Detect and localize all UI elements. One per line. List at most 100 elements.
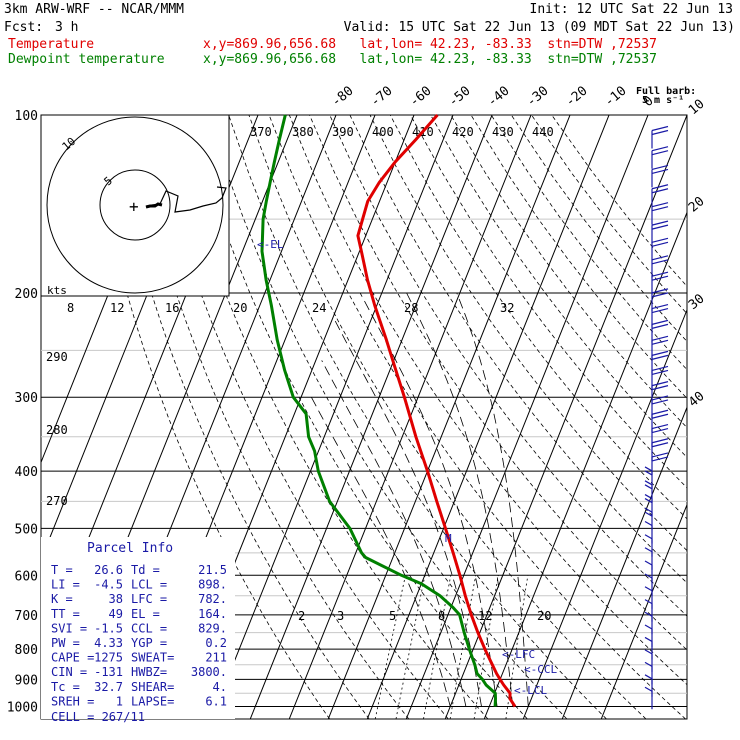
dry-adiabat-470 (531, 115, 687, 315)
parcel-info-cell: 49 (109, 607, 123, 621)
dry-adiabat-280 (147, 115, 449, 719)
parcel-info-title: Parcel Info (87, 541, 173, 556)
parcel-info-cell: SHEAR= (131, 680, 174, 694)
theta-e-label: 280 (46, 423, 68, 437)
pressure-label-1000: 1000 (7, 701, 38, 716)
theta-label: 380 (292, 125, 314, 139)
isotherm--20 (327, 115, 571, 719)
wind-barb (651, 255, 669, 278)
wind-barb (651, 288, 669, 311)
dry-adiabat-310 (208, 115, 568, 719)
wind-barb (644, 599, 653, 622)
wind-barb (651, 164, 669, 188)
lcl-marker: <-LCL (514, 684, 547, 697)
wind-barb (651, 125, 669, 149)
theta-label: 420 (452, 125, 474, 139)
wind-barb (644, 611, 653, 635)
dewpoint-legend: Dewpoint temperature (8, 52, 165, 67)
parcel-info-cell: CIN = (51, 665, 87, 679)
parcel-info-cell: 211 (205, 651, 227, 665)
moist-adiabat-18 (333, 317, 482, 707)
pressure-label-100: 100 (15, 109, 38, 124)
mixing-ratio-5 (423, 575, 452, 719)
mixing-low-label: 20 (537, 609, 551, 623)
parcel-info-cell: 4. (213, 680, 227, 694)
mixing-top-label: 20 (233, 301, 247, 315)
parcel-info-cell: SREH = (51, 694, 94, 708)
m-marker: M (445, 532, 452, 545)
isotherm--10 (366, 115, 610, 719)
wind-barb (644, 560, 653, 583)
wind-barb (644, 636, 653, 660)
parcel-cell: CELL = 267/11 (51, 710, 145, 724)
temperature-meta: x,y=869.96,656.68 lat,lon= 42.23, -83.33… (203, 37, 657, 52)
kts-label: kts (47, 284, 67, 297)
temperature-tick-label: -20 (563, 83, 591, 110)
moist-adiabat-10 (311, 397, 451, 707)
pressure-label-400: 400 (15, 465, 38, 480)
temperature-tick-label: -70 (368, 83, 396, 110)
parcel-info-cell: K = (51, 592, 73, 606)
pressure-label-300: 300 (15, 391, 38, 406)
parcel-info-cell: 0.2 (205, 636, 227, 650)
temperature-profile (356, 114, 517, 708)
wind-barb (644, 507, 653, 531)
wind-barb (644, 534, 653, 557)
init-time: Init: 12 UTC Sat 22 Jun 13 (530, 2, 734, 17)
parcel-info-cell: 829. (198, 621, 227, 635)
theta-label: 370 (250, 125, 272, 139)
mixing-top-label: 28 (404, 301, 418, 315)
theta-e-label: 270 (46, 494, 68, 508)
mixing-ratio-3 (395, 575, 426, 719)
parcel-info-cell: 32.7 (94, 680, 123, 694)
wind-barb (651, 271, 669, 295)
dry-adiabat-250 (87, 115, 331, 719)
moist-adiabat-14 (321, 360, 467, 707)
parcel-info-cell: 164. (198, 607, 227, 621)
parcel-info-cell: 898. (198, 578, 227, 592)
el-marker: <-EL (257, 238, 284, 251)
pressure-label-900: 900 (15, 673, 38, 688)
parcel-info-cell: SVI = (51, 621, 87, 635)
mixing-top-label: 8 (67, 301, 74, 315)
dry-adiabat-350 (288, 115, 687, 686)
theta-label: 430 (492, 125, 514, 139)
mixing-top-label: 12 (110, 301, 124, 315)
hodograph-trace-low (145, 202, 163, 209)
dry-adiabat-270 (127, 115, 410, 719)
temperature-tick-label: 10 (686, 97, 708, 119)
parcel-info-box: Parcel Info T = 26.6 Td = 21.5 LI = -4.5 LCL =… (41, 537, 235, 724)
dry-adiabat-440 (470, 115, 687, 399)
parcel-info-cell: TT = (51, 607, 80, 621)
wind-barb (651, 303, 669, 327)
wind-barb (651, 184, 669, 207)
pressure-label-700: 700 (15, 609, 38, 624)
parcel-info-cell: CCL = (131, 621, 167, 635)
parcel-info-cell: 1 (116, 694, 123, 708)
barb-legend-value: 5 m s⁻¹ (642, 95, 684, 106)
wind-barb (651, 146, 669, 169)
parcel-info-cell: Tc = (51, 680, 80, 694)
parcel-info-cell: 6.1 (205, 694, 227, 708)
isotherm--40 (249, 115, 493, 719)
hodograph: 5 10 + (40, 114, 230, 297)
wind-barb (651, 452, 669, 475)
dry-adiabat-320 (228, 115, 607, 719)
hodograph-center: + (129, 197, 139, 216)
parcel-info-cell: 21.5 (198, 563, 227, 577)
temperature-tick-label: 30 (686, 291, 708, 313)
temperature-tick-label: -60 (407, 83, 435, 110)
mixing-top-label: 24 (312, 301, 326, 315)
wind-barb (644, 586, 653, 609)
theta-label: 440 (532, 125, 554, 139)
parcel-info-cell: -1.5 (94, 621, 123, 635)
mixing-ratio-8 (449, 575, 477, 719)
isotherm-40 (561, 406, 687, 719)
temperature-legend: Temperature (8, 37, 94, 52)
wind-barb (644, 520, 653, 544)
wind-barb (644, 649, 653, 672)
temperature-tick-label: -50 (446, 83, 474, 110)
dewpoint-meta: x,y=869.96,656.68 lat,lon= 42.23, -83.33… (203, 52, 657, 67)
pressure-label-200: 200 (15, 287, 38, 302)
isotherm-20 (483, 211, 687, 719)
